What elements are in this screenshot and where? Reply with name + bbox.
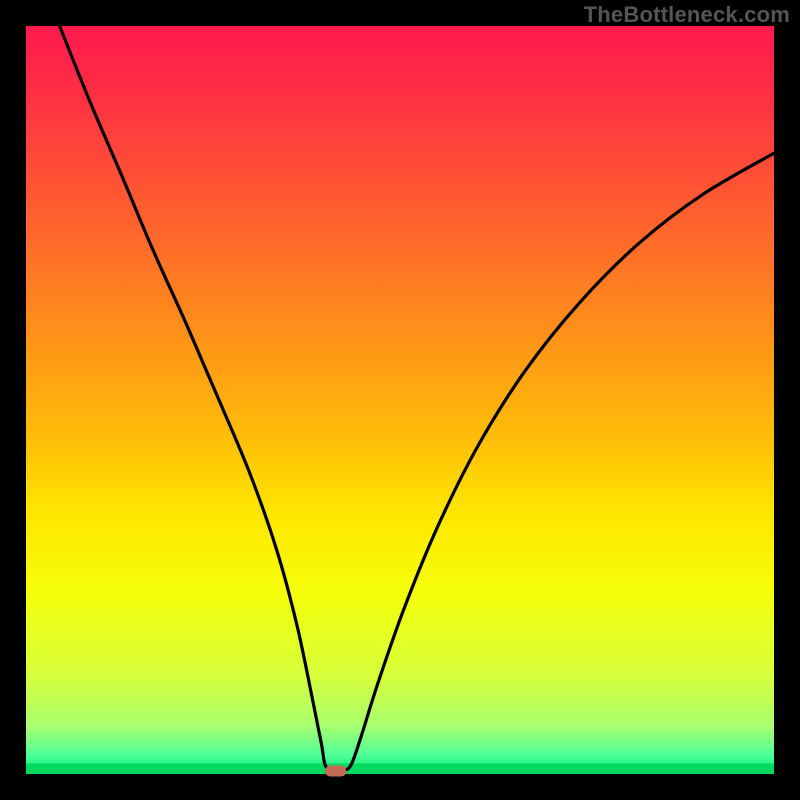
optimal-point-marker [325,766,346,777]
bottleneck-valley-chart [0,0,800,800]
bottom-band [26,764,774,774]
plot-background [26,26,774,774]
chart-container: TheBottleneck.com [0,0,800,800]
watermark-text: TheBottleneck.com [584,2,790,28]
